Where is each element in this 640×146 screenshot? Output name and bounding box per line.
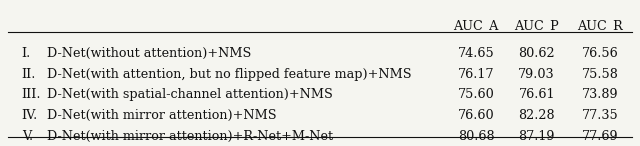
Text: AUC_A: AUC_A bbox=[453, 19, 499, 32]
Text: D-Net(with attention, but no flipped feature map)+NMS: D-Net(with attention, but no flipped fea… bbox=[47, 68, 412, 81]
Text: 87.19: 87.19 bbox=[518, 130, 555, 143]
Text: D-Net(with mirror attention)+R-Net+M-Net: D-Net(with mirror attention)+R-Net+M-Net bbox=[47, 130, 333, 143]
Text: 82.28: 82.28 bbox=[518, 109, 555, 122]
Text: 79.03: 79.03 bbox=[518, 68, 555, 81]
Text: D-Net(with mirror attention)+NMS: D-Net(with mirror attention)+NMS bbox=[47, 109, 276, 122]
Text: 77.69: 77.69 bbox=[582, 130, 619, 143]
Text: 73.89: 73.89 bbox=[582, 88, 619, 101]
Text: 80.62: 80.62 bbox=[518, 47, 555, 60]
Text: 76.60: 76.60 bbox=[458, 109, 495, 122]
Text: V.: V. bbox=[22, 130, 33, 143]
Text: 75.58: 75.58 bbox=[582, 68, 619, 81]
Text: 75.60: 75.60 bbox=[458, 88, 495, 101]
Text: AUC_P: AUC_P bbox=[515, 19, 559, 32]
Text: II.: II. bbox=[22, 68, 36, 81]
Text: I.: I. bbox=[22, 47, 31, 60]
Text: 80.68: 80.68 bbox=[458, 130, 495, 143]
Text: 76.61: 76.61 bbox=[518, 88, 555, 101]
Text: 76.17: 76.17 bbox=[458, 68, 494, 81]
Text: IV.: IV. bbox=[22, 109, 38, 122]
Text: III.: III. bbox=[22, 88, 41, 101]
Text: 76.56: 76.56 bbox=[582, 47, 619, 60]
Text: 77.35: 77.35 bbox=[582, 109, 619, 122]
Text: 74.65: 74.65 bbox=[458, 47, 495, 60]
Text: AUC_R: AUC_R bbox=[577, 19, 623, 32]
Text: D-Net(with spatial-channel attention)+NMS: D-Net(with spatial-channel attention)+NM… bbox=[47, 88, 333, 101]
Text: D-Net(without attention)+NMS: D-Net(without attention)+NMS bbox=[47, 47, 252, 60]
